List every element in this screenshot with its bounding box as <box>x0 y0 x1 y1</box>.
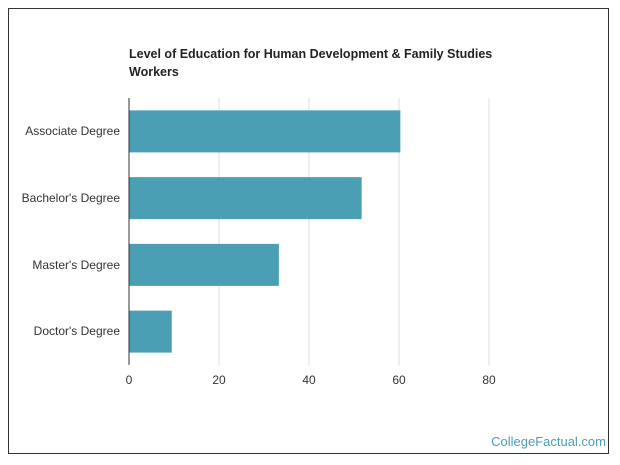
chart-title: Level of Education for Human Development… <box>129 47 493 79</box>
category-label: Associate Degree <box>25 124 120 138</box>
brand-link[interactable]: CollegeFactual.com <box>491 434 606 449</box>
category-label: Master's Degree <box>32 258 120 272</box>
bar <box>129 177 362 220</box>
bars <box>129 110 401 353</box>
x-tick-label: 20 <box>212 373 226 387</box>
x-tick-label: 80 <box>482 373 496 387</box>
category-label: Bachelor's Degree <box>21 191 120 205</box>
bar <box>129 310 172 353</box>
x-tick-label: 60 <box>392 373 406 387</box>
x-tick-label: 0 <box>125 373 133 387</box>
bar <box>129 243 279 286</box>
x-tick-label: 40 <box>302 373 316 387</box>
category-label: Doctor's Degree <box>33 324 120 338</box>
bar <box>129 110 401 153</box>
